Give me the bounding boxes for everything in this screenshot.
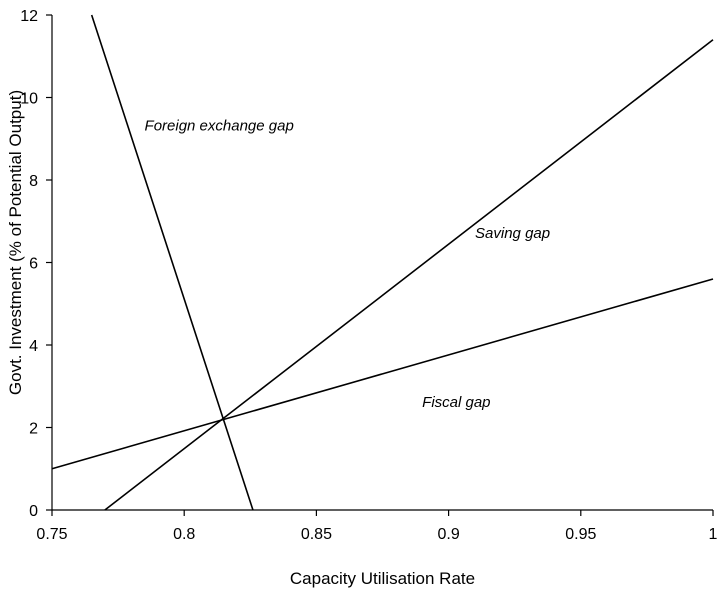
y-tick-label: 2 [29, 421, 38, 438]
axes [51, 15, 713, 511]
x-tick-label: 0.9 [437, 526, 459, 543]
x-tick-label: 0.85 [301, 526, 332, 543]
y-tick-label: 4 [29, 338, 38, 355]
x-tick-label: 0.8 [173, 526, 195, 543]
series-line-1 [90, 14, 254, 511]
x-axis-ticks: 0.75 0.8 0.85 0.9 0.95 1 [36, 510, 718, 543]
annotation-label: Fiscal gap [422, 394, 490, 411]
y-tick-label: 0 [29, 503, 38, 520]
y-tick-label: 6 [29, 256, 38, 273]
y-tick-label: 12 [20, 8, 38, 25]
series-group [51, 14, 714, 511]
x-axis-title: Capacity Utilisation Rate [290, 569, 475, 588]
annotations: Foreign exchange gap Saving gap Fiscal gap [145, 118, 551, 411]
x-tick-label: 0.75 [36, 526, 67, 543]
y-tick-label: 8 [29, 173, 38, 190]
annotation-label: Foreign exchange gap [145, 118, 294, 135]
y-axis-ticks: 0 2 4 6 8 10 12 [20, 8, 52, 520]
x-tick-label: 0.95 [565, 526, 596, 543]
annotation-label: Saving gap [475, 225, 550, 242]
series-line-2 [104, 39, 714, 511]
series-line-3 [51, 278, 714, 470]
y-tick-label: 10 [20, 91, 38, 108]
x-tick-label: 1 [709, 526, 718, 543]
y-axis-title: Govt. Investment (% of Potential Output) [6, 90, 25, 395]
